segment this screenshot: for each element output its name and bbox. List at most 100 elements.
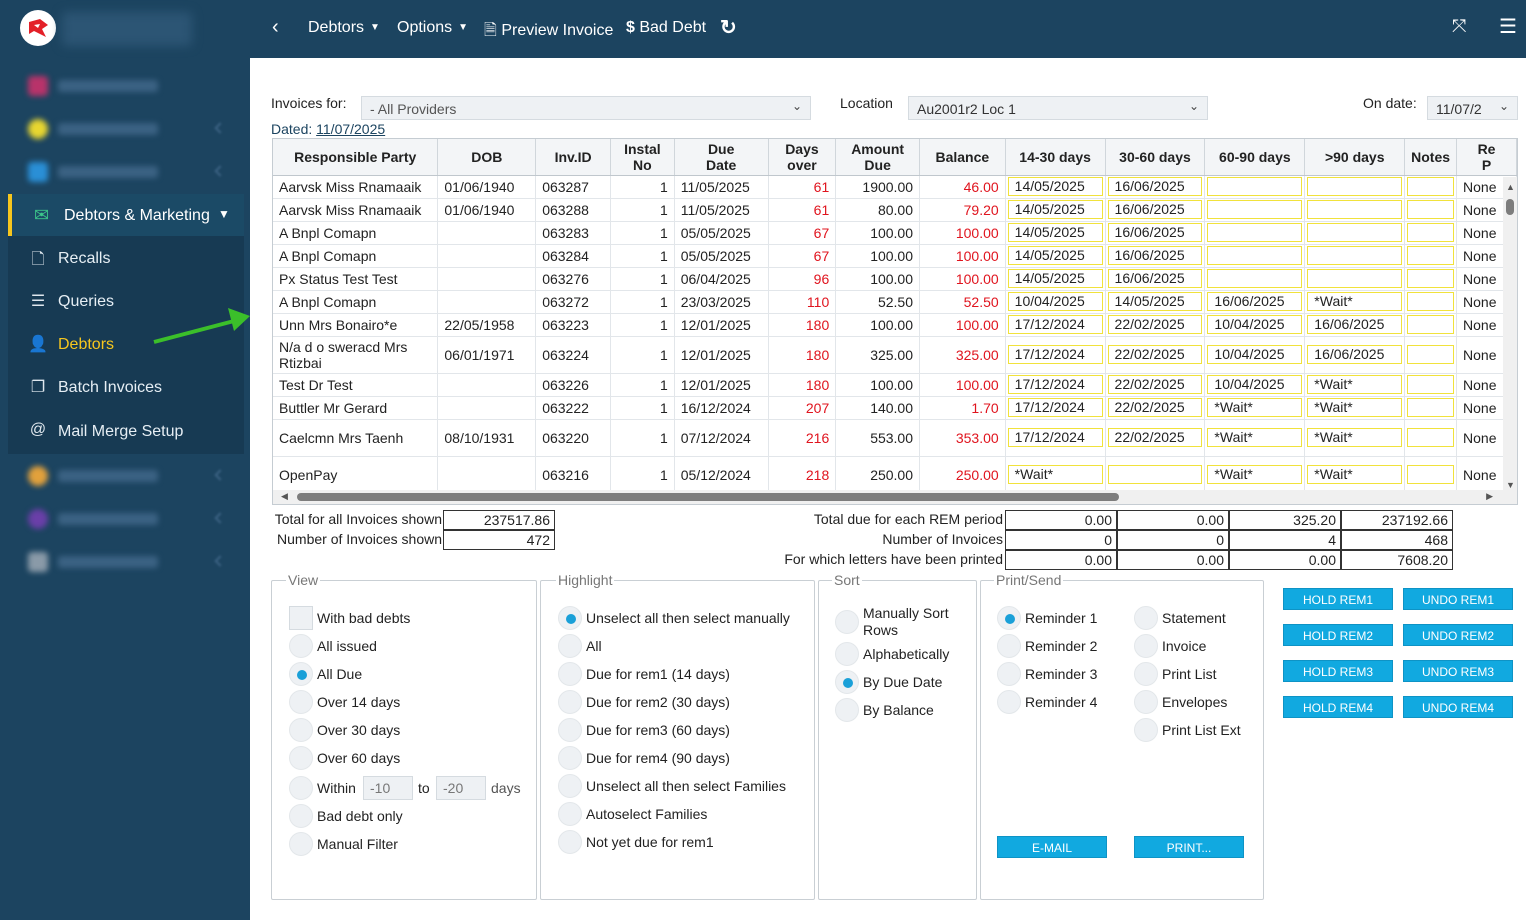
- cell-notes[interactable]: [1404, 267, 1458, 291]
- table-row[interactable]: A Bnpl Comapn 063283 1 05/05/2025 67 100.00 10…: [273, 221, 1517, 245]
- bad-debt-button[interactable]: $ Bad Debt: [626, 19, 706, 37]
- print-button[interactable]: PRINT...: [1134, 836, 1244, 858]
- refresh-icon[interactable]: ↻: [720, 17, 737, 39]
- cell-r2[interactable]: 16/06/2025: [1105, 175, 1206, 199]
- reminder-date-field[interactable]: [1307, 200, 1403, 219]
- undo-rem-button[interactable]: UNDO REM4: [1403, 696, 1513, 718]
- location-select[interactable]: Au2001r2 Loc 1 ⌄: [908, 96, 1208, 120]
- reminder-date-field[interactable]: [1407, 292, 1455, 311]
- reminder-date-field[interactable]: *Wait*: [1307, 428, 1403, 447]
- cell-r4[interactable]: 16/06/2025: [1304, 336, 1406, 374]
- sidebar-item-debtors[interactable]: 👤 Debtors: [8, 324, 244, 364]
- hold-rem-button[interactable]: HOLD REM4: [1283, 696, 1393, 718]
- sidebar-item-queries[interactable]: ☰ Queries: [8, 281, 244, 321]
- reminder-date-field[interactable]: *Wait*: [1007, 465, 1103, 484]
- reminder-date-field[interactable]: 10/04/2025: [1207, 345, 1303, 364]
- scroll-thumb[interactable]: [1506, 199, 1514, 215]
- column-header[interactable]: >90 days: [1304, 139, 1406, 176]
- cell-notes[interactable]: [1404, 313, 1458, 337]
- column-header[interactable]: Inv.ID: [535, 139, 612, 176]
- cell-notes[interactable]: [1404, 419, 1458, 457]
- options-menu[interactable]: Options ▼: [397, 19, 468, 37]
- cell-r4[interactable]: 16/06/2025: [1304, 313, 1406, 337]
- sidebar-item-blurred-1[interactable]: [22, 70, 232, 100]
- reminder-date-field[interactable]: *Wait*: [1307, 465, 1403, 484]
- hold-rem-button[interactable]: HOLD REM1: [1283, 588, 1393, 610]
- reminder-date-field[interactable]: [1407, 465, 1455, 484]
- cell-r4[interactable]: [1304, 221, 1406, 245]
- cell-notes[interactable]: [1404, 244, 1458, 268]
- cell-r2[interactable]: 22/02/2025: [1105, 396, 1206, 420]
- column-header[interactable]: Amount Due: [835, 139, 921, 176]
- table-row[interactable]: A Bnpl Comapn 063284 1 05/05/2025 67 100.00 10…: [273, 244, 1517, 268]
- reminder-date-field[interactable]: 22/02/2025: [1107, 398, 1203, 417]
- scroll-left-icon[interactable]: ◀: [281, 491, 288, 501]
- cell-r3[interactable]: [1204, 244, 1306, 268]
- undo-rem-button[interactable]: UNDO REM1: [1403, 588, 1513, 610]
- table-row[interactable]: Unn Mrs Bonairo*e 22/05/1958 063223 1 12/01/…: [273, 313, 1517, 337]
- table-row[interactable]: Px Status Test Test 063276 1 06/04/2025 96 10…: [273, 267, 1517, 291]
- cell-r2[interactable]: 22/02/2025: [1105, 373, 1206, 397]
- table-row[interactable]: Aarvsk Miss Rnamaaik 01/06/1940 063287 1 11/…: [273, 175, 1517, 199]
- reminder-date-field[interactable]: 22/02/2025: [1107, 428, 1203, 447]
- cell-r3[interactable]: [1204, 198, 1306, 222]
- reminder-date-field[interactable]: *Wait*: [1207, 428, 1303, 447]
- cell-notes[interactable]: [1404, 336, 1458, 374]
- table-row[interactable]: Aarvsk Miss Rnamaaik 01/06/1940 063288 1 11/…: [273, 198, 1517, 222]
- reminder-date-field[interactable]: 14/05/2025: [1007, 269, 1103, 288]
- scroll-up-icon[interactable]: ▲: [1506, 182, 1515, 192]
- sidebar-item-batch-invoices[interactable]: ❐ Batch Invoices: [8, 367, 244, 407]
- reminder-date-field[interactable]: 14/05/2025: [1107, 292, 1203, 311]
- scroll-thumb[interactable]: [297, 493, 1119, 501]
- reminder-date-field[interactable]: 14/05/2025: [1007, 200, 1103, 219]
- table-row[interactable]: Buttler Mr Gerard 063222 1 16/12/2024 207 140…: [273, 396, 1517, 420]
- reminder-date-field[interactable]: 17/12/2024: [1007, 315, 1103, 334]
- cell-r3[interactable]: 10/04/2025: [1204, 373, 1306, 397]
- vertical-scrollbar[interactable]: ▲ ▼: [1503, 177, 1517, 492]
- reminder-date-field[interactable]: 17/12/2024: [1007, 398, 1103, 417]
- sidebar-item-blurred-6[interactable]: [22, 546, 232, 576]
- reminder-date-field[interactable]: *Wait*: [1307, 292, 1403, 311]
- cell-r3[interactable]: [1204, 175, 1306, 199]
- column-header[interactable]: DOB: [437, 139, 537, 176]
- cell-r1[interactable]: 14/05/2025: [1005, 198, 1106, 222]
- cell-r1[interactable]: 17/12/2024: [1005, 419, 1106, 457]
- reminder-date-field[interactable]: 16/06/2025: [1107, 269, 1203, 288]
- app-logo[interactable]: [20, 10, 56, 46]
- reminder-date-field[interactable]: 16/06/2025: [1307, 315, 1403, 334]
- reminder-date-field[interactable]: [1107, 465, 1203, 484]
- cell-r1[interactable]: 17/12/2024: [1005, 396, 1106, 420]
- sidebar-item-blurred-3[interactable]: [22, 156, 232, 186]
- cell-r4[interactable]: *Wait*: [1304, 456, 1406, 494]
- cell-r4[interactable]: [1304, 175, 1406, 199]
- cell-r3[interactable]: [1204, 221, 1306, 245]
- cell-r4[interactable]: [1304, 267, 1406, 291]
- cell-notes[interactable]: [1404, 456, 1458, 494]
- cell-notes[interactable]: [1404, 198, 1458, 222]
- cell-notes[interactable]: [1404, 373, 1458, 397]
- reminder-date-field[interactable]: 22/02/2025: [1107, 375, 1203, 394]
- scroll-right-icon[interactable]: ▶: [1486, 491, 1493, 501]
- reminder-date-field[interactable]: 14/05/2025: [1007, 177, 1103, 196]
- hold-rem-button[interactable]: HOLD REM3: [1283, 660, 1393, 682]
- table-row[interactable]: N/a d o sweracd Mrs Rtizbai 06/01/1971 063…: [273, 336, 1517, 374]
- undo-rem-button[interactable]: UNDO REM2: [1403, 624, 1513, 646]
- email-button[interactable]: E-MAIL: [997, 836, 1107, 858]
- table-row[interactable]: OpenPay 063216 1 05/12/2024 218 250.00 250.00 *…: [273, 456, 1517, 494]
- cell-r1[interactable]: 10/04/2025: [1005, 290, 1106, 314]
- on-date-picker[interactable]: 11/07/2 ⌄: [1427, 96, 1518, 120]
- reminder-date-field[interactable]: [1307, 223, 1403, 242]
- sidebar-section-debtors-marketing[interactable]: ✉ Debtors & Marketing ▼: [8, 194, 244, 236]
- column-header[interactable]: Responsible Party: [273, 139, 439, 176]
- reminder-date-field[interactable]: *Wait*: [1207, 465, 1303, 484]
- cell-r2[interactable]: [1105, 456, 1206, 494]
- sidebar-item-blurred-5[interactable]: [22, 503, 232, 533]
- reminder-date-field[interactable]: [1407, 269, 1455, 288]
- reminder-date-field[interactable]: *Wait*: [1307, 398, 1403, 417]
- reminder-date-field[interactable]: 16/06/2025: [1207, 292, 1303, 311]
- reminder-date-field[interactable]: 16/06/2025: [1107, 223, 1203, 242]
- cell-r3[interactable]: 10/04/2025: [1204, 336, 1306, 374]
- cell-r4[interactable]: [1304, 198, 1406, 222]
- column-header[interactable]: Days over: [768, 139, 837, 176]
- cell-r2[interactable]: 16/06/2025: [1105, 267, 1206, 291]
